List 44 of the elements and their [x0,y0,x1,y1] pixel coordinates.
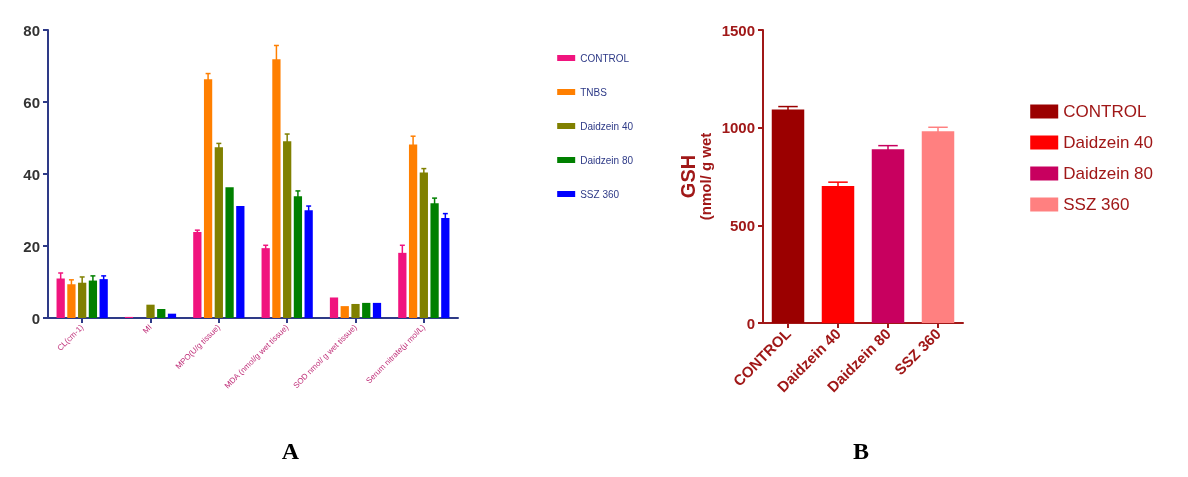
bar [430,203,439,318]
legend-label: SSZ 360 [580,188,620,200]
bar [56,278,65,318]
legend-label: Daidzein 80 [1063,164,1153,183]
bar [261,248,270,318]
bar [225,187,234,318]
y-tick-label: 40 [23,165,40,183]
bar [372,302,382,318]
legend-label: Daidzein 80 [580,154,634,166]
y-tick-label: 20 [23,237,40,255]
y-tick-label: 60 [23,93,40,111]
bar [88,280,98,318]
bar [441,217,450,318]
legend-label: Daidzein 40 [1063,133,1153,152]
bar [236,206,245,318]
y-tick-label: 0 [31,309,40,327]
text: A [281,438,300,464]
legend-label: CONTROL [580,52,630,64]
bar [214,147,223,318]
bar [157,309,166,318]
legend-label: TNBS [580,86,608,98]
y-tick-label: 0 [746,314,755,332]
y-tick-label: 80 [23,21,40,39]
legend-label: SSZ 360 [1063,195,1130,214]
bar [362,302,371,318]
bar [351,303,360,318]
bar [329,297,339,318]
y-tick-label: 1000 [721,119,755,137]
legend-label: CONTROL [1063,102,1147,121]
bar [146,304,155,318]
y-tick-label: 1500 [721,21,755,39]
text: B [853,438,870,464]
bar [293,196,303,318]
bar [99,279,108,318]
bar [340,306,349,318]
bar [304,210,313,318]
legend-label: Daidzein 40 [580,120,634,132]
bar [419,172,428,318]
bar [67,284,76,318]
x-tick-label: MI [141,322,154,336]
bar [78,282,87,318]
y-tick-label: 500 [729,216,755,234]
y-axis-title: GSH (nmol/ g wet [677,132,714,221]
bar [193,231,202,318]
